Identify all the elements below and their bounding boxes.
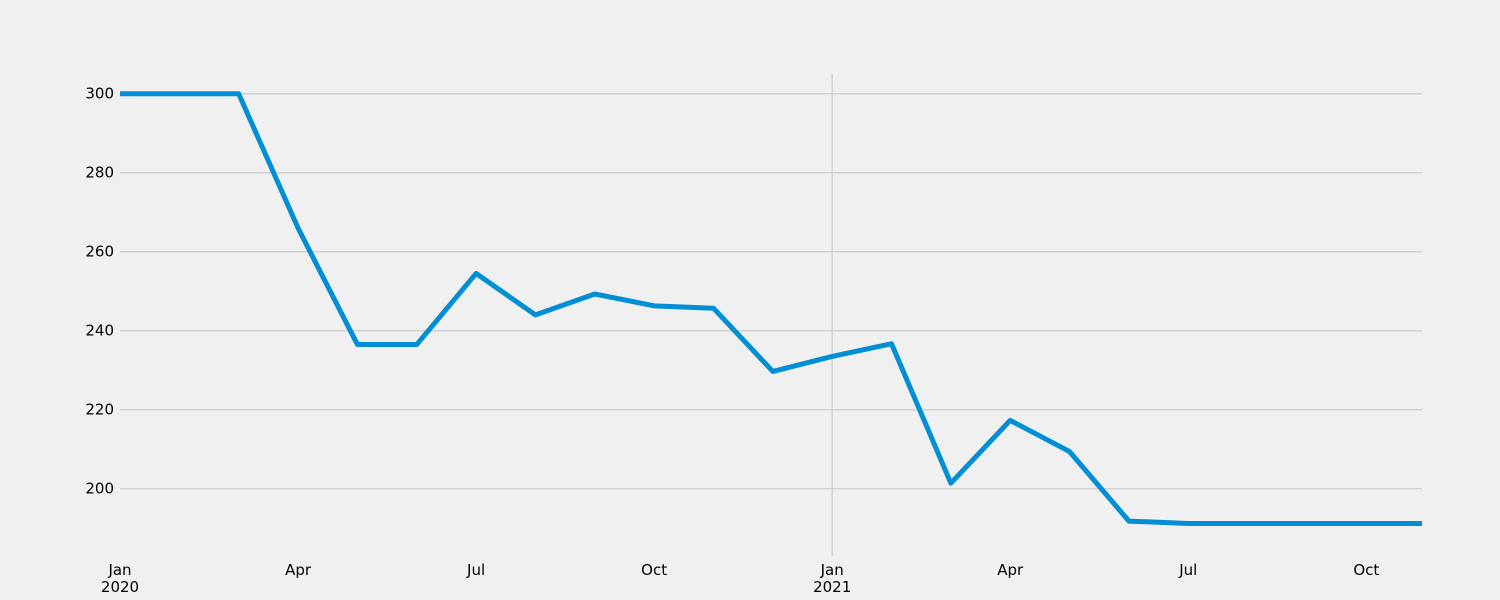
x-tick-year-label: 2021 — [813, 578, 851, 596]
y-tick-label: 260 — [85, 243, 114, 261]
y-tick-label: 300 — [85, 85, 114, 103]
x-tick-label: Jul — [466, 561, 485, 579]
x-tick-label: Jan — [107, 561, 131, 579]
x-tick-label: Oct — [641, 561, 667, 579]
series-layer — [120, 91, 1422, 526]
x-tick-label: Jan — [820, 561, 844, 579]
y-tick-label: 220 — [85, 401, 114, 419]
series-line — [120, 91, 1422, 526]
x-tick-label: Apr — [285, 561, 312, 579]
y-tick-label: 200 — [85, 480, 114, 498]
y-tick-label: 280 — [85, 164, 114, 182]
y-tick-label: 240 — [85, 322, 114, 340]
x-tick-label: Jul — [1178, 561, 1197, 579]
x-tick-label: Apr — [997, 561, 1024, 579]
x-tick-year-label: 2020 — [101, 578, 139, 596]
gridlines — [120, 74, 1422, 556]
x-tick-label: Oct — [1353, 561, 1379, 579]
y-axis: 200 220 240 260 280 300 — [85, 85, 114, 498]
